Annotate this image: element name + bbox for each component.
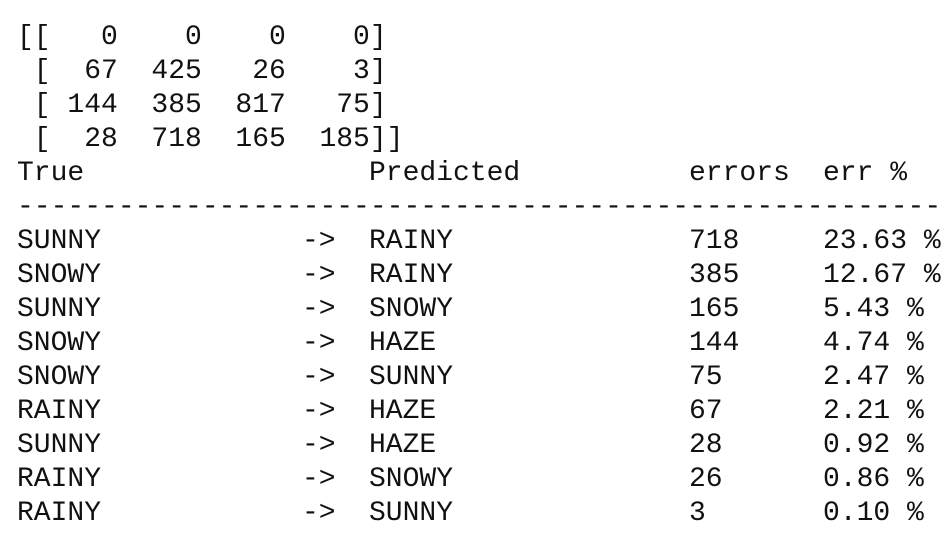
row-true-class: RAINY [17,464,102,495]
table-row: SUNNY -> HAZE 28 0.92 % [17,429,945,463]
table-row: SUNNY -> SNOWY 165 5.43 % [17,293,945,327]
row-arrow: -> [302,430,336,461]
row-errors: 718 [689,226,740,257]
row-arrow: -> [302,328,336,359]
table-row: RAINY -> SUNNY 3 0.10 % [17,497,945,531]
row-errors: 28 [689,430,723,461]
row-arrow: -> [302,260,336,291]
row-errors: 165 [689,294,740,325]
row-true-class: SUNNY [17,294,102,325]
table-row: SNOWY -> RAINY 385 12.67 % [17,259,945,293]
row-arrow: -> [302,294,336,325]
row-true-class: RAINY [17,498,102,529]
table-row: SNOWY -> SUNNY 75 2.47 % [17,361,945,395]
row-predicted-class: HAZE [369,430,437,461]
row-predicted-class: RAINY [369,260,454,291]
row-errors: 385 [689,260,740,291]
table-row: RAINY -> HAZE 67 2.21 % [17,395,945,429]
divider-rule: ----------------------------------------… [17,192,945,223]
header-err-percent: err % [823,158,908,189]
row-err-percent: 0.10 % [823,498,924,529]
row-errors: 67 [689,396,723,427]
table-row: SNOWY -> HAZE 144 4.74 % [17,327,945,361]
matrix-line: [ 144 385 817 75] [17,90,387,121]
row-true-class: SUNNY [17,226,102,257]
table-row: RAINY -> SNOWY 26 0.86 % [17,463,945,497]
header-errors: errors [689,158,790,189]
row-errors: 26 [689,464,723,495]
row-err-percent: 0.86 % [823,464,924,495]
row-true-class: SUNNY [17,430,102,461]
row-predicted-class: SUNNY [369,362,454,393]
row-err-percent: 2.47 % [823,362,924,393]
row-true-class: SNOWY [17,328,102,359]
row-predicted-class: HAZE [369,328,437,359]
row-arrow: -> [302,362,336,393]
row-err-percent: 0.92 % [823,430,924,461]
row-errors: 144 [689,328,740,359]
row-arrow: -> [302,464,336,495]
matrix-line: [[ 0 0 0 0] [17,22,387,53]
row-err-percent: 23.63 % [823,226,941,257]
row-err-percent: 12.67 % [823,260,941,291]
row-err-percent: 2.21 % [823,396,924,427]
header-predicted: Predicted [369,158,521,189]
header-true: True [17,158,85,189]
row-predicted-class: SNOWY [369,464,454,495]
matrix-line: [ 67 425 26 3] [17,56,387,87]
row-arrow: -> [302,226,336,257]
row-true-class: SNOWY [17,260,102,291]
row-predicted-class: RAINY [369,226,454,257]
row-predicted-class: SUNNY [369,498,454,529]
row-errors: 3 [689,498,706,529]
row-arrow: -> [302,396,336,427]
matrix-line: [ 28 718 165 185]] [17,124,404,155]
table-header: True Predicted errors err % [17,157,945,191]
row-true-class: SNOWY [17,362,102,393]
row-predicted-class: HAZE [369,396,437,427]
row-err-percent: 4.74 % [823,328,924,359]
row-predicted-class: SNOWY [369,294,454,325]
row-errors: 75 [689,362,723,393]
row-err-percent: 5.43 % [823,294,924,325]
row-arrow: -> [302,498,336,529]
table-row: SUNNY -> RAINY 718 23.63 % [17,225,945,259]
row-true-class: RAINY [17,396,102,427]
